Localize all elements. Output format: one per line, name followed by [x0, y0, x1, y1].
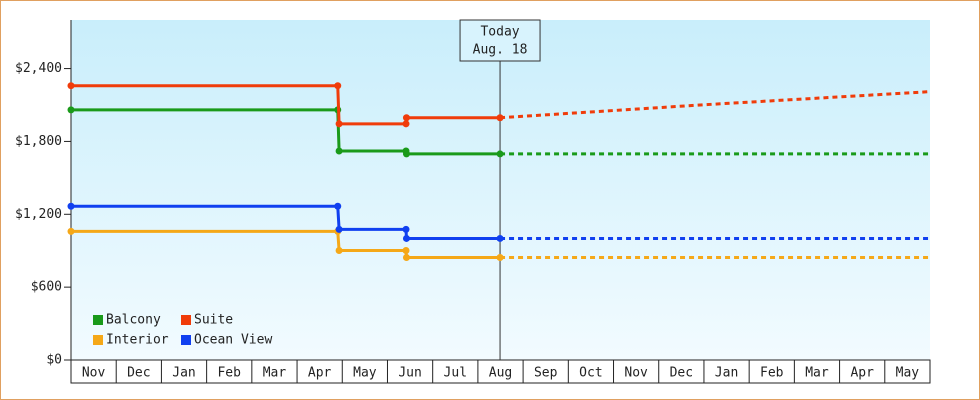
point — [496, 150, 504, 158]
x-tick-label: Dec — [127, 366, 150, 381]
y-tick-label: $1,200 — [15, 207, 62, 222]
point — [402, 246, 410, 254]
x-tick-label: Oct — [579, 366, 602, 381]
legend-swatch — [93, 335, 103, 345]
point — [334, 202, 342, 210]
x-tick-label: Apr — [850, 366, 874, 381]
forecast-line — [499, 90, 931, 120]
x-tick-label: Nov — [624, 366, 648, 381]
y-tick-label: $1,800 — [15, 134, 62, 149]
x-tick-label: Jan — [172, 366, 195, 381]
point — [496, 254, 504, 262]
legend-label: Suite — [194, 313, 233, 328]
x-tick-label: Jun — [398, 366, 421, 381]
legend-label: Balcony — [106, 313, 161, 328]
today-date: Aug. 18 — [473, 43, 528, 58]
series-line — [71, 204, 501, 240]
point — [67, 82, 75, 90]
x-tick-label: Mar — [805, 366, 829, 381]
today-label: Today — [480, 25, 519, 40]
x-tick-label: Dec — [670, 366, 693, 381]
x-tick-label: May — [896, 366, 920, 381]
point — [335, 246, 343, 254]
point — [335, 225, 343, 233]
point — [402, 234, 410, 242]
x-tick-label: Jul — [444, 366, 467, 381]
legend-swatch — [181, 335, 191, 345]
point — [67, 106, 75, 114]
point — [334, 82, 342, 90]
point — [67, 227, 75, 235]
x-tick-label: Apr — [308, 366, 332, 381]
x-tick-label: Aug — [489, 366, 512, 381]
point — [496, 234, 504, 242]
point — [402, 225, 410, 233]
y-tick-label: $0 — [46, 353, 62, 368]
series-line — [71, 84, 501, 126]
x-tick-label: Sep — [534, 366, 558, 381]
legend-swatch — [181, 315, 191, 325]
series-line — [71, 229, 501, 260]
x-tick-label: Nov — [82, 366, 106, 381]
x-tick-label: Feb — [760, 366, 784, 381]
point — [335, 147, 343, 155]
point — [402, 150, 410, 158]
point — [402, 254, 410, 262]
x-tick-label: Feb — [217, 366, 241, 381]
point — [335, 120, 343, 128]
x-tick-label: Jan — [715, 366, 738, 381]
x-tick-label: Mar — [263, 366, 287, 381]
legend-label: Ocean View — [194, 333, 272, 348]
today-box — [459, 19, 541, 62]
y-tick-label: $600 — [31, 280, 62, 295]
point — [402, 114, 410, 122]
x-tick-label: May — [353, 366, 377, 381]
point — [496, 114, 504, 122]
point — [67, 202, 75, 210]
legend-label: Interior — [106, 333, 169, 348]
y-tick-label: $2,400 — [15, 61, 62, 76]
series-line — [71, 108, 501, 156]
point — [402, 120, 410, 128]
legend-swatch — [93, 315, 103, 325]
